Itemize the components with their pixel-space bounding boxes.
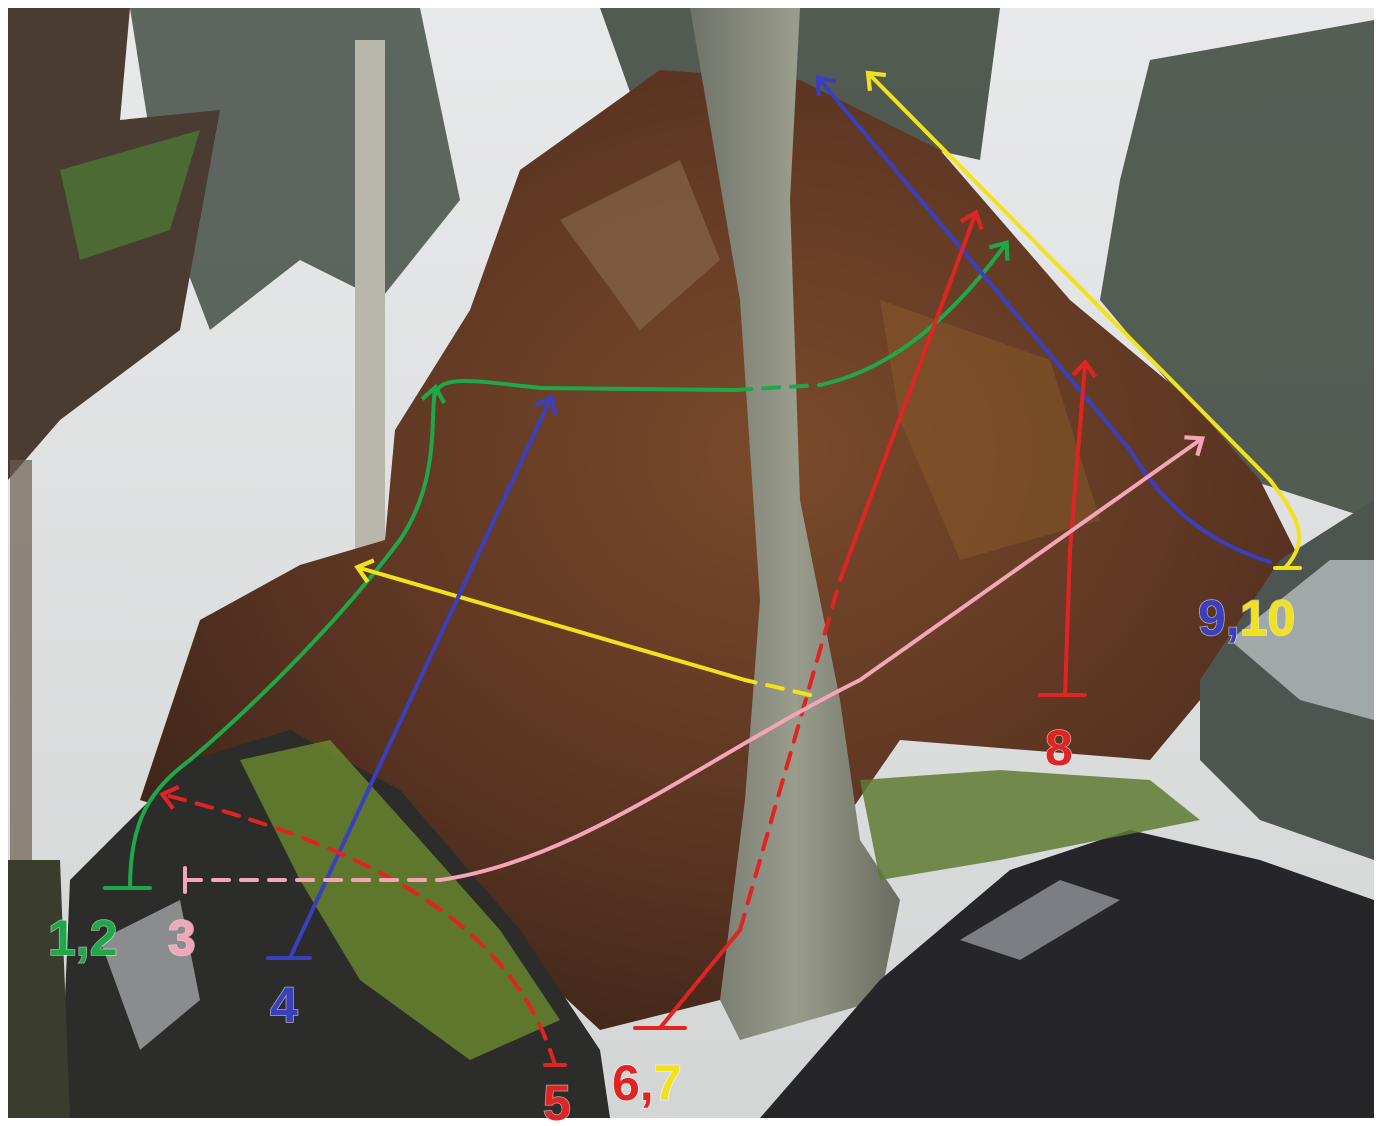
route-label: 4	[270, 977, 298, 1033]
page: 1,2 3 4 5 6,7 8 9,10 (() => { const data…	[0, 0, 1380, 1126]
route-label-part: 7	[654, 1055, 682, 1111]
topo-photo: 1,2 3 4 5 6,7 8 9,10	[0, 0, 1380, 1126]
route-label: 9,10	[1198, 590, 1295, 646]
route-label-part: 10	[1240, 590, 1296, 646]
route-label-part: 9,	[1198, 590, 1240, 646]
route-label: 1,2	[48, 910, 118, 966]
route-label: 3	[168, 910, 196, 966]
route-label: 5	[543, 1075, 571, 1126]
route-label-part: 6,	[612, 1055, 654, 1111]
photo	[8, 8, 1374, 1118]
route-label: 8	[1045, 720, 1073, 776]
route-label: 6,7	[612, 1055, 682, 1111]
